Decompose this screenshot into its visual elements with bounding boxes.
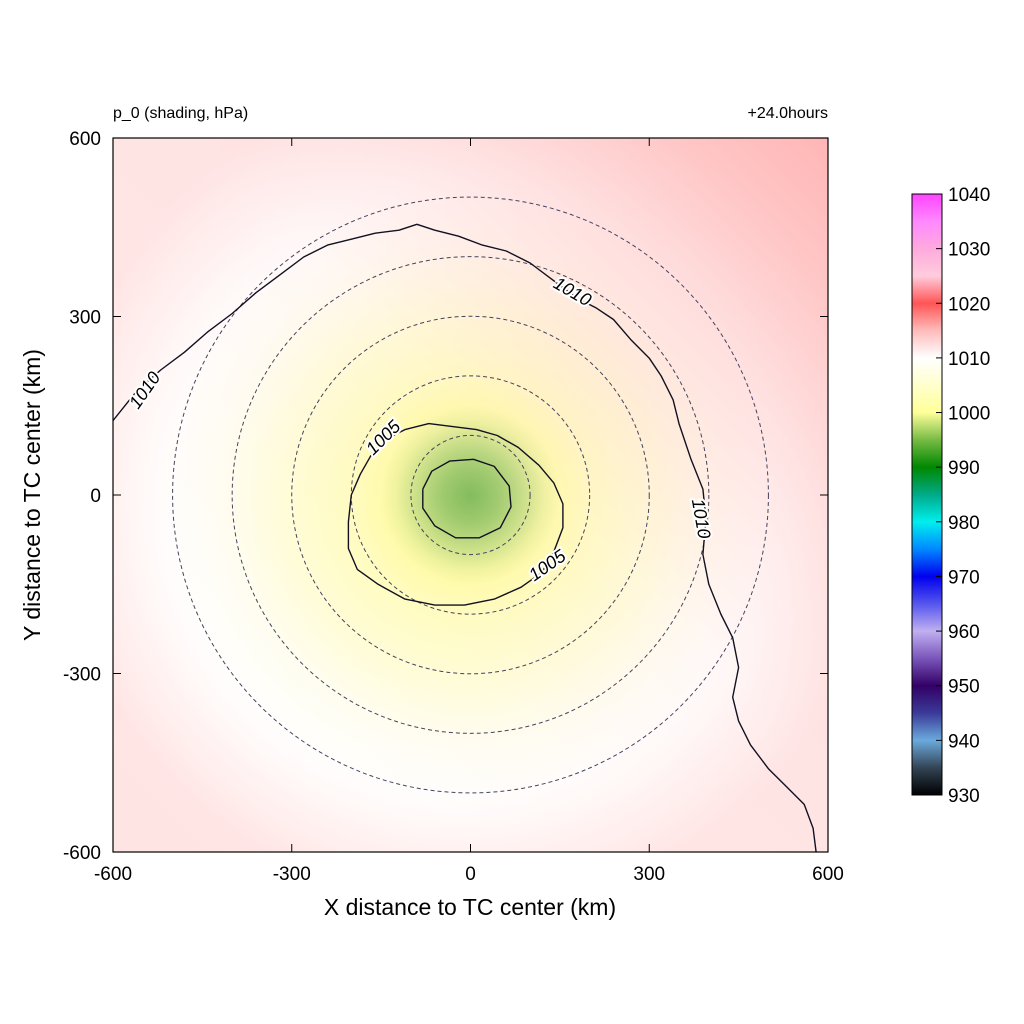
colorbar-tick-label: 1020 [948,294,990,315]
y-axis: 600 300 0 -300 -600 [63,129,828,864]
pressure-contours [113,223,817,852]
y-tick-label: -300 [63,665,101,686]
x-axis: -600 -300 0 300 600 [94,138,844,885]
contour-line-1010 [113,223,817,852]
contour-line-1005 [347,422,564,606]
y-tick-label: 600 [69,129,101,150]
colorbar-ticks: 1040 1030 1020 1010 1000 990 980 970 960 950 940 93… [936,185,990,807]
x-axis-label: X distance to TC center (km) [324,894,616,920]
range-ring [291,315,650,675]
range-ring [410,434,531,556]
contour-line-996 [422,458,512,539]
chart-title-right: +24.0hours [747,105,828,122]
range-ring [172,196,769,794]
colorbar-tick-label: 990 [948,458,980,479]
colorbar-tick-label: 1040 [948,185,990,206]
y-tick-label: 300 [69,308,101,329]
y-axis-label: Y distance to TC center (km) [19,349,45,641]
x-tick-label: -300 [273,864,311,885]
colorbar-tick-label: 980 [948,513,980,534]
x-tick-label: -600 [94,864,132,885]
colorbar-tick-label: 950 [948,677,980,698]
x-tick-label: 600 [812,864,844,885]
colorbar-tick-label: 940 [948,731,980,752]
colorbar-tick-label: 1000 [948,404,990,425]
colorbar-frame [911,193,943,796]
colorbar: 1040 1030 1020 1010 1000 990 980 970 960 950 940 93… [911,185,990,807]
colorbar-tick-label: 970 [948,567,980,588]
x-tick-label: 0 [465,864,476,885]
y-tick-label: 0 [90,486,101,507]
range-ring [231,256,710,734]
colorbar-tick-label: 1010 [948,349,990,370]
colorbar-tick-label: 930 [948,786,980,807]
y-tick-label: -600 [63,843,101,864]
chart-title-left: p_0 (shading, hPa) [113,105,248,122]
environment-shading [113,138,828,852]
colorbar-tick-label: 960 [948,622,980,643]
x-tick-label: 300 [633,864,665,885]
plot-area [113,138,828,852]
colorbar-fill [912,194,942,795]
colorbar-tick-label: 1030 [948,240,990,261]
